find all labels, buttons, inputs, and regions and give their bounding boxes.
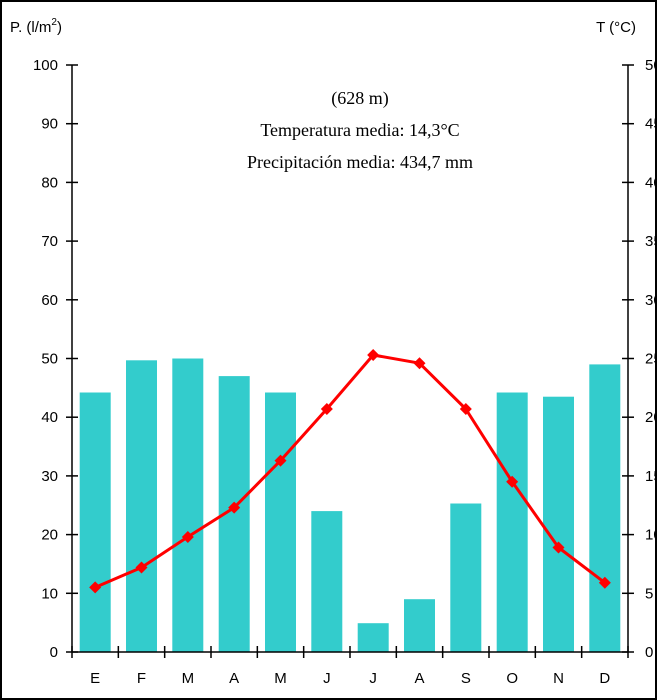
- precipitation-bar: [496, 392, 528, 652]
- left-tick-label: 20: [41, 527, 58, 544]
- right-tick-label: 35: [645, 233, 657, 250]
- mean-precipitation-label: Precipitación media: 434,7 mm: [247, 152, 473, 172]
- left-tick-label: 70: [41, 233, 58, 250]
- temperature-point: [181, 530, 194, 543]
- precipitation-bar: [357, 623, 389, 652]
- right-tick-label: 10: [645, 527, 657, 544]
- right-tick-label: 25: [645, 351, 657, 368]
- precipitation-bar: [404, 599, 435, 652]
- altitude-label: (628 m): [331, 88, 389, 109]
- left-tick-label: 0: [50, 644, 58, 661]
- temperature-point: [506, 475, 519, 488]
- right-tick-label: 45: [645, 116, 657, 133]
- right-tick-label: 15: [645, 468, 657, 485]
- right-tick-label: 20: [645, 409, 657, 426]
- temperature-point: [274, 454, 287, 467]
- precipitation-bar: [79, 392, 111, 652]
- month-label: M: [274, 670, 287, 687]
- left-tick-label: 30: [41, 468, 58, 485]
- left-tick-label: 80: [41, 174, 58, 191]
- temperature-point: [552, 541, 565, 554]
- right-tick-label: 30: [645, 292, 657, 309]
- temperature-line: [94, 353, 606, 589]
- month-label: M: [182, 670, 195, 687]
- month-label: S: [461, 670, 471, 687]
- temperature-point: [459, 402, 472, 415]
- temperature-point: [367, 348, 380, 361]
- left-tick-label: 40: [41, 409, 58, 426]
- right-tick-label: 50: [645, 57, 657, 74]
- right-axis-label: T (°C): [596, 19, 636, 36]
- temperature-point: [320, 402, 333, 415]
- precipitation-bar: [450, 503, 482, 652]
- temperature-point: [413, 357, 426, 370]
- precipitation-bar: [172, 358, 204, 652]
- left-tick-label: 10: [41, 585, 58, 602]
- precipitation-bar: [311, 511, 343, 652]
- month-label: A: [229, 670, 239, 687]
- month-label: E: [90, 670, 100, 687]
- precipitation-bar: [126, 360, 157, 652]
- left-tick-label: 50: [41, 351, 58, 368]
- temperature-point: [598, 576, 611, 589]
- right-tick-label: 5: [645, 585, 653, 602]
- month-label: J: [323, 670, 331, 687]
- left-tick-label: 60: [41, 292, 58, 309]
- mean-temperature-label: Temperatura media: 14,3°C: [260, 120, 459, 140]
- month-label: J: [369, 670, 377, 687]
- month-label: A: [414, 670, 424, 687]
- right-tick-label: 0: [645, 644, 653, 661]
- month-label: N: [553, 670, 564, 687]
- left-tick-label: 100: [33, 57, 58, 74]
- left-tick-label: 90: [41, 116, 58, 133]
- left-axis-label: P. (l/m2): [10, 17, 62, 36]
- temperature-point: [228, 501, 241, 514]
- temperature-line-group: [89, 348, 611, 594]
- precipitation-bar: [589, 364, 621, 652]
- month-label: D: [599, 670, 610, 687]
- month-label: O: [506, 670, 518, 687]
- precipitation-bar: [543, 396, 574, 652]
- right-tick-label: 40: [645, 174, 657, 191]
- right-ticks: 0 5 10 15 20 25 30 35 40 45 50: [622, 57, 657, 661]
- precipitation-bar: [265, 392, 296, 652]
- left-ticks: 0 10 20 30 40 50 60 70 80 90 100: [33, 57, 78, 661]
- month-label: F: [137, 670, 146, 687]
- temperature-point: [89, 581, 102, 594]
- temperature-point: [135, 561, 148, 574]
